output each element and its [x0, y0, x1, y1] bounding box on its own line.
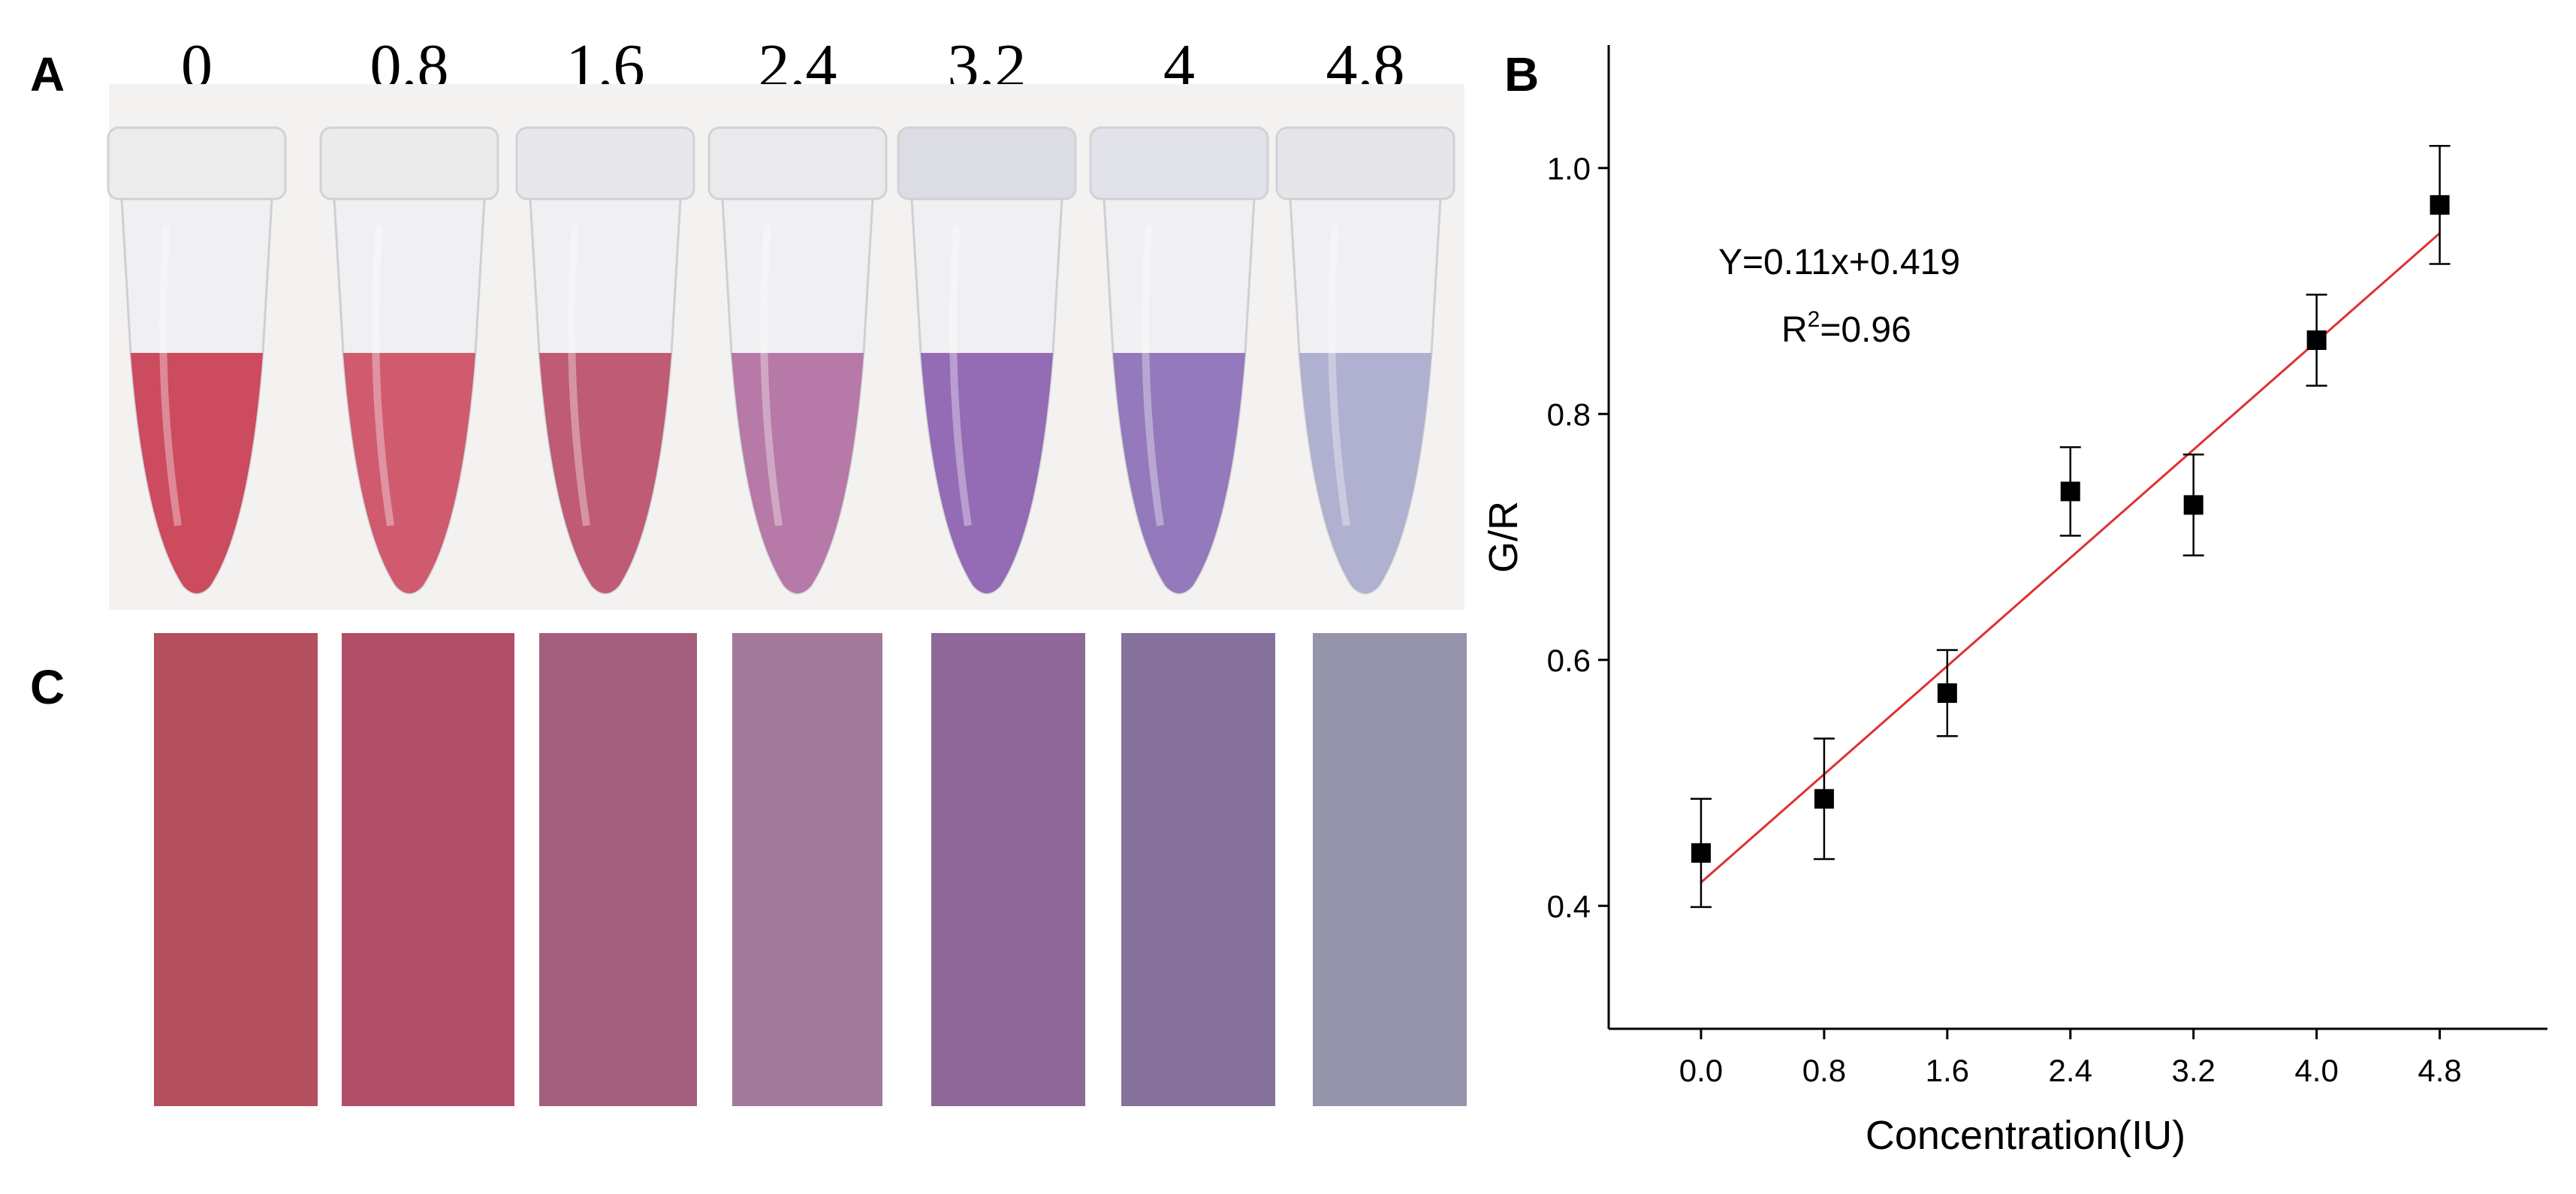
tube	[107, 126, 287, 595]
x-tick-label: 3.2	[2171, 1053, 2215, 1088]
r-squared-value: =0.96	[1820, 310, 1911, 350]
r-squared-prefix: R	[1781, 310, 1808, 350]
color-swatch	[1313, 633, 1467, 1106]
y-axis-label: G/R	[1481, 501, 1526, 573]
tube	[897, 126, 1077, 595]
fit-equation: Y=0.11x+0.419	[1718, 243, 1960, 282]
x-tick-label: 0.0	[1679, 1053, 1723, 1088]
tube	[1275, 126, 1455, 595]
tube-cap	[707, 126, 888, 201]
y-tick-label: 1.0	[1547, 151, 1591, 186]
data-point	[1936, 649, 1958, 737]
calibration-chart: 0.0 0.8 1.6 2.4 3.2 4.0 4.8 0.4 0.6 0.8 1.0 Concent…	[1481, 45, 2547, 1158]
tube-cap	[897, 126, 1077, 201]
tube-highlight	[159, 225, 182, 526]
tube-liquid	[343, 353, 475, 593]
data-point	[2182, 454, 2204, 556]
y-tick-label: 0.4	[1547, 888, 1591, 924]
tube-liquid	[1299, 353, 1431, 593]
tube-highlight	[760, 225, 783, 526]
point-marker	[2430, 194, 2450, 215]
tube-cap	[515, 126, 695, 201]
tube-highlight	[1142, 225, 1164, 526]
point-marker	[1814, 788, 1834, 809]
x-tick-label: 4.8	[2418, 1053, 2461, 1088]
r-squared-sup: 2	[1808, 307, 1820, 332]
data-point	[2059, 446, 2081, 537]
panel-c-label: C	[30, 660, 65, 714]
panel-b-label: B	[1504, 47, 1540, 101]
tube-liquid	[921, 353, 1053, 593]
tube	[707, 126, 888, 595]
plot-layer: 0.0 0.8 1.6 2.4 3.2 4.0 4.8 0.4 0.6 0.8 1.0 Concent…	[1481, 45, 2547, 1158]
r-squared: R2=0.96	[1781, 307, 1911, 350]
color-swatch	[1121, 633, 1275, 1106]
y-tick-label: 0.6	[1547, 643, 1591, 678]
tube-liquid	[131, 353, 263, 593]
tube-highlight	[1328, 225, 1350, 526]
tubes-illustration	[107, 126, 1455, 595]
tube-highlight	[949, 225, 972, 526]
color-swatch	[732, 633, 882, 1106]
color-swatch	[342, 633, 514, 1106]
data-point	[1690, 798, 1712, 909]
x-tick-label: 1.6	[1926, 1053, 1969, 1088]
data-point	[2306, 294, 2327, 387]
panel-a-label: A	[30, 47, 65, 101]
point-marker	[2183, 495, 2203, 515]
tube-cap	[107, 126, 287, 201]
x-tick-label: 0.8	[1802, 1053, 1846, 1088]
data-point	[2429, 145, 2451, 265]
color-swatch	[931, 633, 1085, 1106]
point-marker	[1691, 843, 1711, 863]
tube	[515, 126, 695, 595]
color-swatch	[154, 633, 318, 1106]
tube-liquid	[1113, 353, 1245, 593]
tube-cap	[1275, 126, 1455, 201]
point-marker	[2060, 481, 2080, 502]
color-swatch	[539, 633, 697, 1106]
x-tick-label: 4.0	[2294, 1053, 2338, 1088]
tube-liquid	[731, 353, 864, 593]
tube-liquid	[539, 353, 671, 593]
tube-cap	[319, 126, 499, 201]
tube-highlight	[568, 225, 590, 526]
y-tick-label: 0.8	[1547, 396, 1591, 432]
point-marker	[1937, 683, 1957, 703]
data-point	[1813, 737, 1835, 861]
tube-highlight	[372, 225, 394, 526]
tube-cap	[1089, 126, 1269, 201]
x-axis-label: Concentration(IU)	[1866, 1113, 2185, 1158]
tube	[319, 126, 499, 595]
x-tick-label: 2.4	[2049, 1053, 2092, 1088]
point-marker	[2306, 330, 2327, 350]
tube	[1089, 126, 1269, 595]
